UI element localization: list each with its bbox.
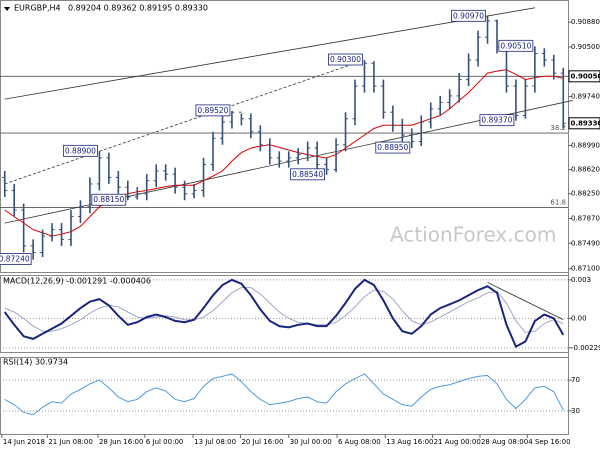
- y-tick-label: 0.003: [571, 276, 591, 284]
- chart-title: EURGBP,H4: [14, 4, 61, 13]
- x-tick-label: 28 Jun 16:00: [99, 438, 143, 446]
- y-tick-label: 0.87490: [571, 239, 600, 247]
- rsi-line: [4, 373, 564, 416]
- macd-line: [3, 278, 565, 348]
- price-label: 0.88150: [93, 195, 124, 204]
- price-label-box: [328, 53, 363, 66]
- rsi-title: RSI(14) 30.9734: [3, 358, 68, 367]
- trend-line: [487, 282, 564, 321]
- x-tick-label: 13 Aug 16:00: [386, 438, 433, 446]
- price-label: 0.88540: [292, 170, 323, 179]
- price-label: 0.87240: [0, 255, 30, 264]
- price-label: 0.88900: [65, 146, 96, 155]
- x-tick-label: 13 Jul 08:00: [194, 438, 236, 446]
- moving-average: [4, 69, 564, 237]
- watermark: ActionForex.com: [390, 223, 556, 247]
- price-label: 0.90510: [500, 41, 531, 50]
- x-tick-label: 20 Jul 16:00: [241, 438, 283, 446]
- price-label: 0.89520: [197, 106, 228, 115]
- price-label-box: [375, 141, 411, 154]
- macd-line: [4, 287, 564, 334]
- price-label-box: [63, 144, 98, 157]
- x-tick-label: 6 Aug 08:00: [338, 438, 381, 446]
- y-tick-label: 0.88620: [571, 166, 600, 174]
- y-tick-label: 30: [571, 407, 580, 415]
- fib-label: 38.2: [550, 124, 566, 132]
- x-tick-label: 4 Sep 16:00: [528, 438, 570, 446]
- price-marker-box: [568, 117, 600, 130]
- y-tick-label: 0.89740: [571, 93, 600, 101]
- price-label-box: [0, 253, 32, 266]
- price-label: 0.90970: [453, 11, 484, 20]
- price-label-box: [290, 168, 326, 181]
- menu-arrow: [4, 7, 10, 11]
- y-tick-label: 0.88250: [571, 190, 600, 198]
- x-tick-label: 28 Aug 08:00: [481, 438, 528, 446]
- y-tick-label: 70: [571, 376, 580, 384]
- x-tick-label: 21 Jun 08:00: [48, 438, 92, 446]
- price-label-box: [451, 9, 486, 22]
- y-tick-label: 0.88990: [571, 141, 600, 149]
- y-tick-label: 0.87870: [571, 215, 600, 223]
- price-marker-box: [568, 70, 600, 83]
- price-label: 0.88950: [377, 143, 408, 152]
- price-marker-label: 0.89330: [571, 119, 600, 127]
- price-label: 0.90300: [330, 55, 361, 64]
- quote: 0.89204 0.89362 0.89195 0.89330: [68, 4, 208, 13]
- y-tick-label: 0.87100: [571, 265, 600, 273]
- y-tick-label: -0.002296: [571, 344, 600, 352]
- macd-title: MACD(12,26,9) -0.001291 -0.000406: [3, 277, 151, 286]
- x-tick-label: 30 Jul 00:00: [290, 438, 332, 446]
- price-marker-label: 0.90050: [571, 72, 600, 80]
- x-tick-label: 21 Aug 00:00: [434, 438, 481, 446]
- panel-frame: [0, 357, 569, 435]
- y-tick-label: 0.00: [571, 314, 587, 322]
- fib-label: 61.8: [550, 198, 566, 206]
- trend-line: [4, 59, 365, 185]
- price-label: 0.89370: [481, 116, 512, 125]
- y-tick-label: 0.90880: [571, 18, 600, 26]
- trend-line: [4, 7, 535, 100]
- price-label-box: [498, 39, 534, 52]
- price-label-box: [479, 114, 515, 127]
- price-label-box: [195, 104, 231, 117]
- price-label-box: [91, 193, 127, 206]
- x-tick-label: 6 Jul 00:00: [146, 438, 184, 446]
- y-tick-label: 0.90500: [571, 43, 600, 51]
- x-tick-label: 14 Jun 2018: [3, 438, 45, 446]
